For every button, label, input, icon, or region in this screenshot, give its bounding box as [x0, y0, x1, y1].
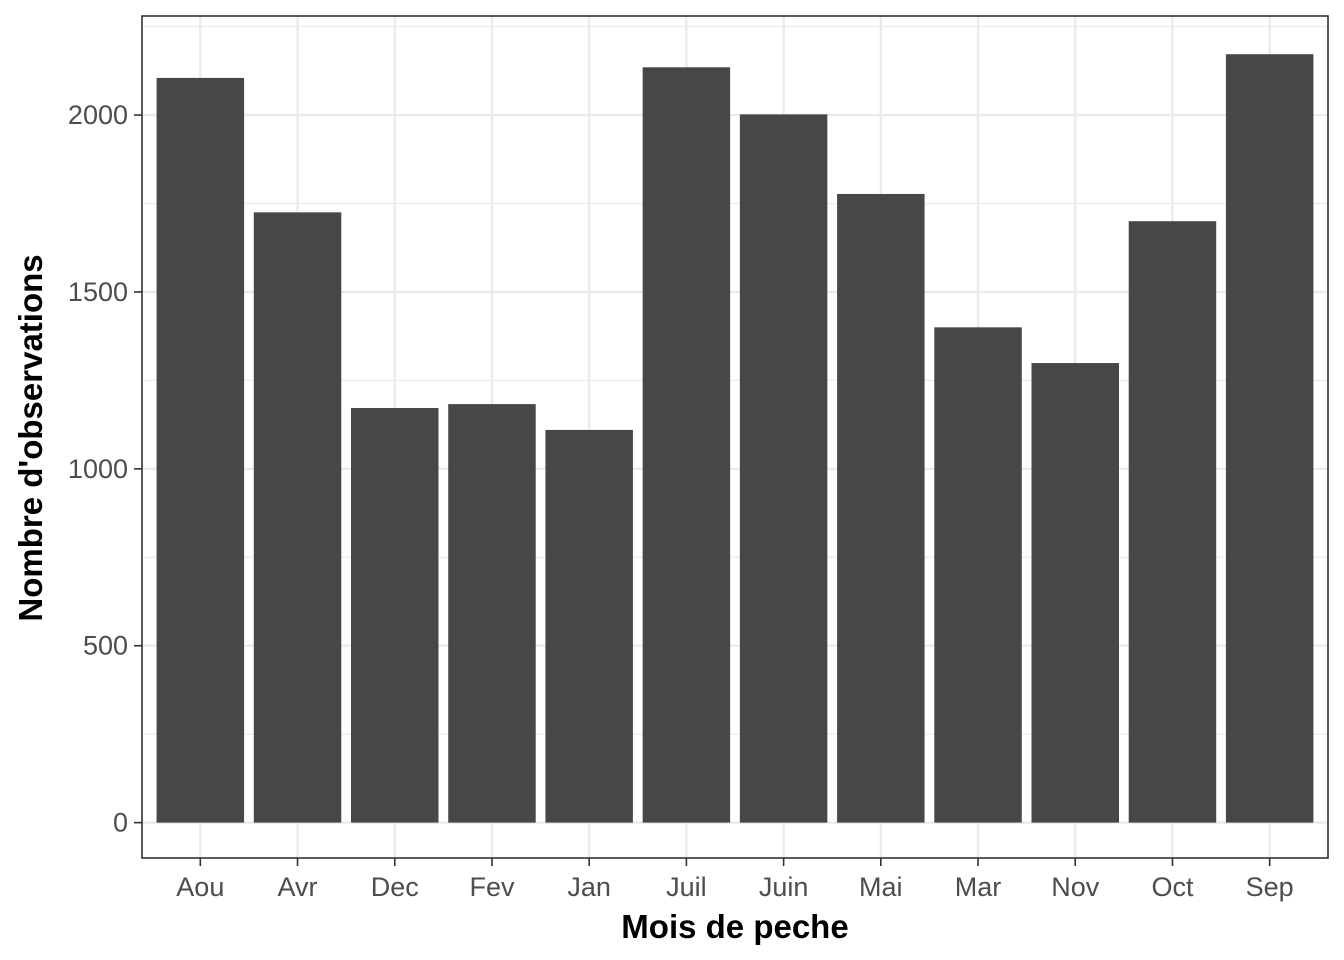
- y-tick-labels: 0 500 1000 1500 2000: [68, 100, 128, 838]
- x-tick-label: Nov: [1051, 872, 1100, 902]
- bar-oct: [1128, 221, 1217, 823]
- bar-jan: [545, 429, 633, 823]
- y-tick-label: 500: [83, 631, 128, 661]
- y-axis-title: Nombre d'observations: [12, 254, 49, 621]
- bars: [156, 54, 1314, 823]
- x-tick-label: Avr: [278, 872, 318, 902]
- y-tick-label: 2000: [68, 100, 128, 130]
- x-tick-label: Juil: [666, 872, 707, 902]
- bar-fev: [448, 404, 536, 823]
- x-tick-label: Aou: [176, 872, 224, 902]
- bar-aou: [156, 77, 245, 823]
- x-tick-label: Mai: [859, 872, 903, 902]
- x-tick-label: Fev: [469, 872, 515, 902]
- x-tick-label: Sep: [1246, 872, 1294, 902]
- x-tick-labels: Aou Avr Dec Fev Jan Juil Juin Mai Mar Nov Oct Sep: [176, 872, 1293, 902]
- x-tick-label: Juin: [759, 872, 809, 902]
- x-axis-title: Mois de peche: [621, 908, 848, 945]
- y-tick-label: 0: [113, 808, 128, 838]
- bar-dec: [351, 407, 439, 823]
- x-tick-label: Oct: [1151, 872, 1194, 902]
- bar-juil: [642, 67, 731, 823]
- bar-sep: [1225, 54, 1314, 823]
- x-tick-label: Mar: [955, 872, 1002, 902]
- bar-avr: [253, 212, 342, 823]
- bar-nov: [1031, 363, 1119, 823]
- bar-mar: [934, 327, 1022, 823]
- axis-ticks: [134, 114, 1271, 866]
- panel-border: [141, 15, 1329, 859]
- x-tick-label: Jan: [567, 872, 611, 902]
- bar-juin: [739, 114, 828, 823]
- y-tick-label: 1500: [68, 277, 128, 307]
- x-tick-label: Dec: [371, 872, 419, 902]
- y-tick-label: 1000: [68, 454, 128, 484]
- bar-mai: [837, 193, 925, 823]
